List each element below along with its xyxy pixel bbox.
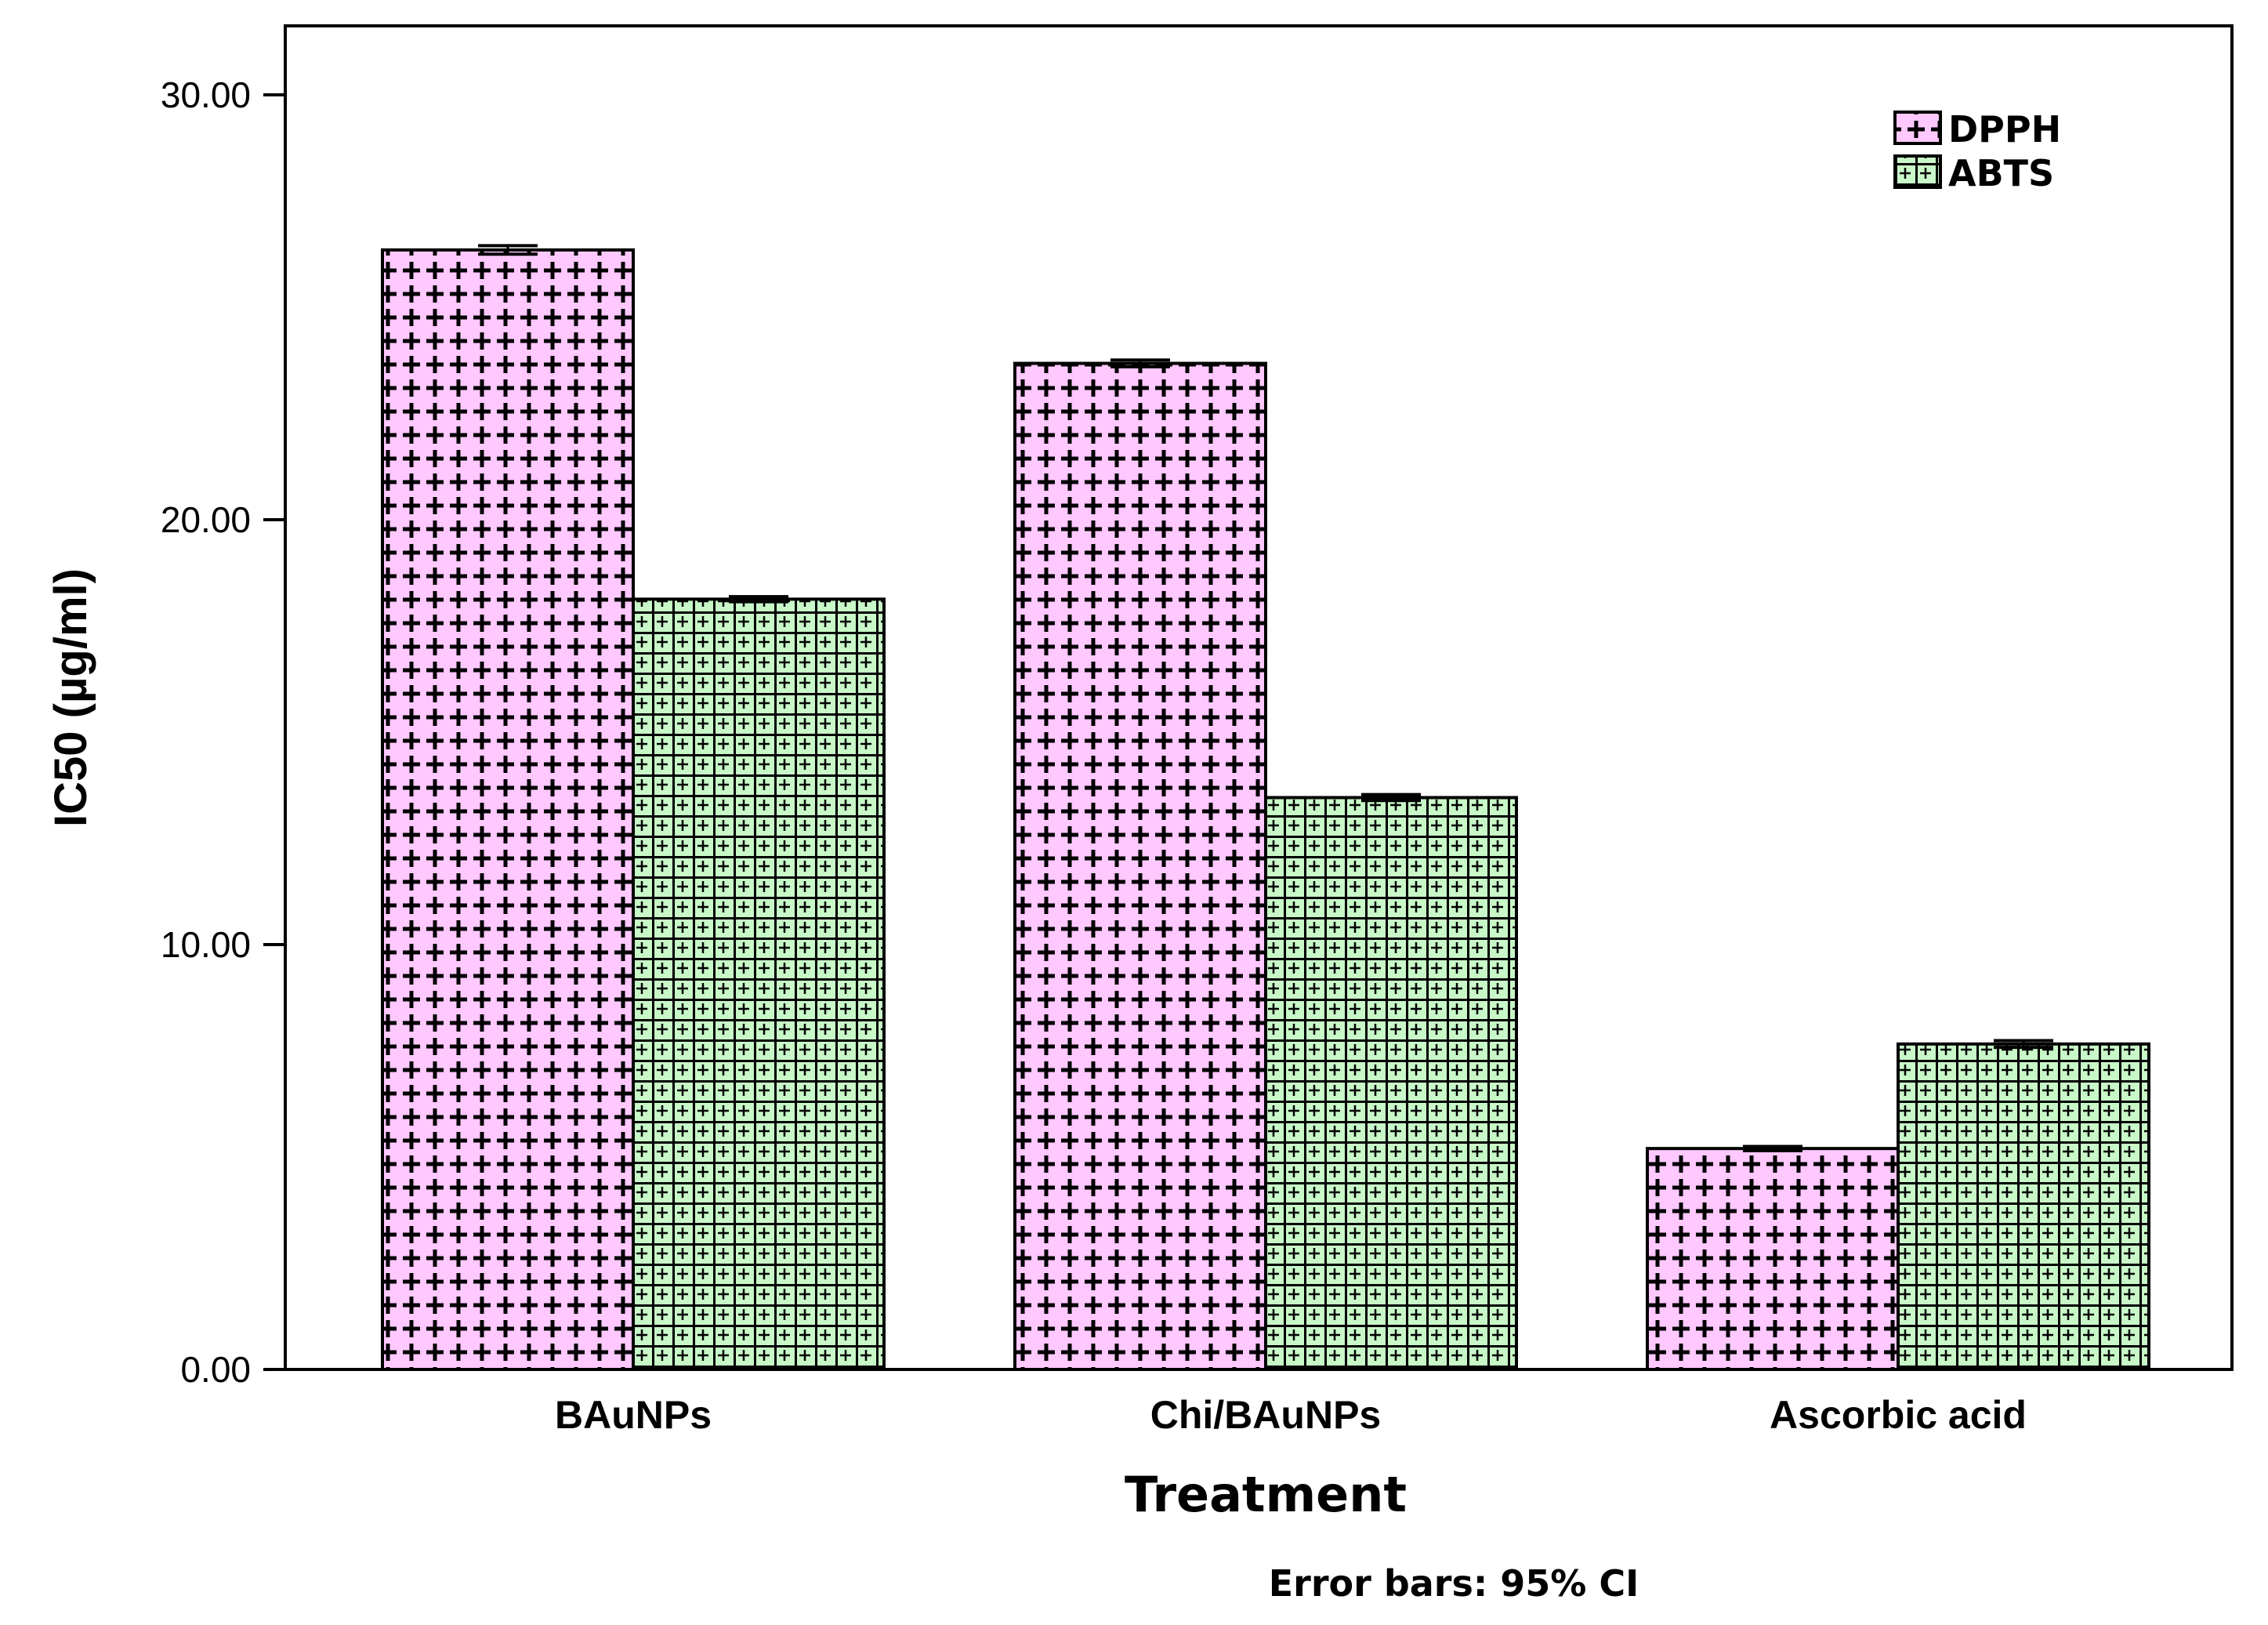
error-bar xyxy=(478,244,538,256)
error-bar xyxy=(729,595,788,604)
bars xyxy=(285,244,2232,1372)
x-axis-title: Treatment xyxy=(1125,1466,1407,1523)
bar-abts-1 xyxy=(632,597,886,1371)
error-bar xyxy=(1110,358,1170,368)
bar-dpph-2 xyxy=(1013,361,1267,1372)
y-tick-label: 20.00 xyxy=(161,499,251,540)
y-axis: 0.00 10.00 20.00 30.00 xyxy=(161,74,285,1390)
error-bar xyxy=(1743,1144,1802,1152)
y-axis-title: IC50 (µg/ml) xyxy=(45,568,96,827)
bar-abts-3 xyxy=(1897,1042,2150,1371)
error-bar xyxy=(1994,1039,2053,1050)
bar-abts-2 xyxy=(1264,796,1518,1371)
x-tick-label: Ascorbic acid xyxy=(1770,1393,2027,1437)
x-tick-label: BAuNPs xyxy=(555,1393,712,1437)
bar-dpph-3 xyxy=(1646,1147,1900,1372)
legend-swatch-abts xyxy=(1893,154,1942,189)
x-tick-label: Chi/BAuNPs xyxy=(1150,1393,1381,1437)
footnote: Error bars: 95% CI xyxy=(1269,1562,1639,1605)
y-tick-label: 30.00 xyxy=(161,74,251,115)
legend-label-dpph: DPPH xyxy=(1948,108,2061,151)
y-tick-label: 0.00 xyxy=(180,1349,251,1390)
x-axis-labels: BAuNPs Chi/BAuNPs Ascorbic acid xyxy=(555,1393,2027,1437)
legend-swatch-dpph xyxy=(1893,111,1942,145)
bar-dpph-1 xyxy=(381,248,635,1372)
y-tick-label: 10.00 xyxy=(161,924,251,965)
error-bar xyxy=(1361,793,1421,803)
legend-label-abts: ABTS xyxy=(1948,152,2054,194)
